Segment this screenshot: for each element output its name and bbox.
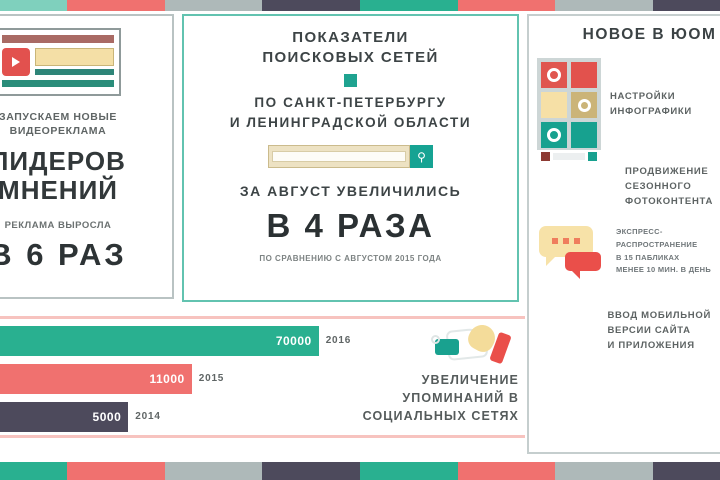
center-panel-kicker: ЗА АВГУСТ УВЕЛИЧИЛИСЬ [239,183,462,200]
table-row: 70000 2016 [0,324,525,357]
chart-title: УВЕЛИЧЕНИЕ УПОМИНАНИЙ В СОЦИАЛЬНЫХ СЕТЯХ [362,373,519,424]
speech-bubbles-icon [537,224,607,280]
bar-2014: 5000 [0,401,129,432]
list-item-label: НАСТРОЙКИ ИНФОГРАФИКИ [610,90,692,117]
bar-2016: 70000 [0,325,319,356]
bar-2015: 11000 [0,363,192,394]
band-stripe [359,462,458,480]
center-panel-subtitle: ПО САНКТ-ПЕТЕРБУРГУ И ЛЕНИНГРАДСКОЙ ОБЛА… [229,95,472,130]
band-stripe [0,0,68,11]
magnifier-icon[interactable]: ⚲ [410,145,433,169]
video-progress [35,69,114,75]
social-mentions-bar-chart: 70000 2016 11000 2015 5000 2014 УВЕЛИЧЕН… [0,316,525,438]
band-stripe [652,462,720,480]
bottom-color-band [0,462,720,480]
left-panel-kicker: ЗАПУСКАЕМ НОВЫЕ ВИДЕОРЕКЛАМА [0,111,117,138]
band-stripe [262,0,360,11]
infographic-settings-card-icon [537,58,601,161]
right-panel-title: НОВОЕ В ЮОМ [582,26,717,43]
center-panel-note: ПО СРАВНЕНИЮ С АВГУСТОМ 2015 ГОДА [259,254,442,264]
band-stripe [164,462,263,480]
divider-dot-icon [344,74,357,87]
list-item-label: ВВОД МОБИЛЬНОЙ ВЕРСИИ САЙТА И ПРИЛОЖЕНИЯ [607,309,711,352]
center-panel-headline: В 4 РАЗА [266,207,435,245]
play-button-icon[interactable] [2,48,30,76]
left-panel-metric: В 6 РАЗ [0,236,127,272]
bar-value-label: 70000 [275,333,312,348]
list-item-label: ПРОДВИЖЕНИЕ СЕЗОННОГО ФОТОКОНТЕНТА [625,166,713,208]
video-player-card-icon [0,28,121,96]
band-stripe [67,0,165,11]
band-stripe [0,462,68,480]
top-color-band [0,0,720,11]
list-item[interactable]: ПРОДВИЖЕНИЕ СЕЗОННОГО ФОТОКОНТЕНТА [529,164,720,210]
bar-category-label: 2016 [325,335,352,346]
band-stripe [652,0,720,11]
panel-row: ЗАПУСКАЕМ НОВЫЕ ВИДЕОРЕКЛАМА ЛИДЕРОВ МНЕ… [0,11,720,454]
band-stripe [262,462,360,480]
bar-category-label: 2015 [198,373,225,384]
band-stripe [555,462,653,480]
list-item-label: ЭКСПРЕСС- РАСПРОСТРАНЕНИЕ В 15 ПАБЛИКАХ … [616,227,712,275]
band-stripe [164,0,263,11]
list-item[interactable]: ВВОД МОБИЛЬНОЙ ВЕРСИИ САЙТА И ПРИЛОЖЕНИЯ [529,294,720,368]
left-panel-subnote: РЕКЛАМА ВЫРОСЛА [4,219,112,231]
band-stripe [359,0,458,11]
panel-whats-new[interactable]: НОВОЕ В ЮОМ НАСТРОЙКИ ИНФОГР [527,14,720,454]
bar-value-label: 5000 [92,409,122,424]
panel-search-networks[interactable]: ПОКАЗАТЕЛИ ПОИСКОВЫХ СЕТЕЙ ПО САНКТ-ПЕТЕ… [182,14,519,302]
video-title-bar [2,35,114,43]
left-panel-headline: ЛИДЕРОВ МНЕНИЙ [0,146,126,206]
band-stripe [555,0,653,11]
center-panel-title: ПОКАЗАТЕЛИ ПОИСКОВЫХ СЕТЕЙ [262,29,439,66]
table-row: 5000 2014 [0,400,525,433]
list-item[interactable]: ЭКСПРЕСС- РАСПРОСТРАНЕНИЕ В 15 ПАБЛИКАХ … [529,224,720,280]
table-row: 11000 2015 [0,362,525,395]
search-input[interactable] [268,145,410,169]
megaphone-icon [429,320,512,369]
video-thumb [35,48,114,66]
band-stripe [67,462,165,480]
bar-category-label: 2014 [135,411,161,422]
band-stripe [457,462,556,480]
band-stripe [457,0,556,11]
video-footer-bar [2,80,114,87]
bar-value-label: 11000 [149,371,185,386]
panel-video-leaders[interactable]: ЗАПУСКАЕМ НОВЫЕ ВИДЕОРЕКЛАМА ЛИДЕРОВ МНЕ… [0,14,174,299]
list-item[interactable]: НАСТРОЙКИ ИНФОГРАФИКИ [529,58,720,161]
